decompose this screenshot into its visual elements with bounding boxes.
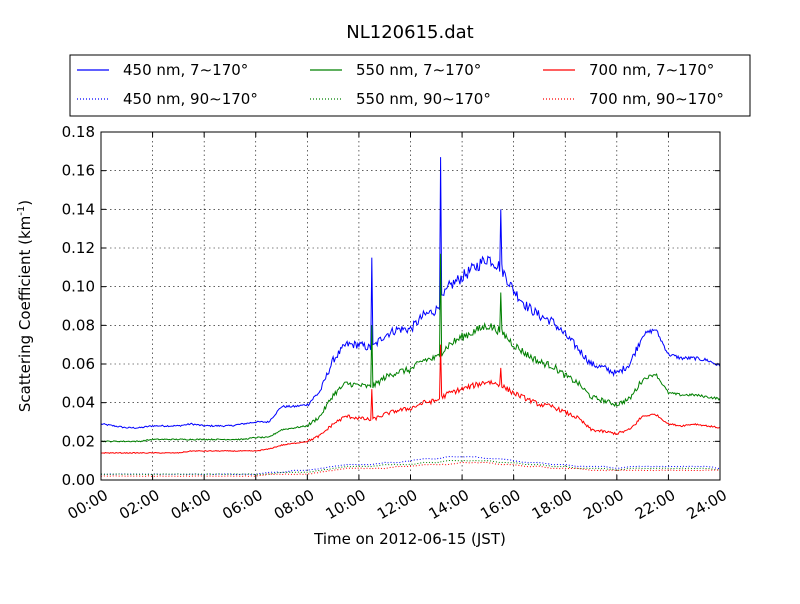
- y-tick-label: 0.04: [62, 394, 95, 412]
- y-tick-label: 0.16: [62, 162, 95, 180]
- legend-box: [69, 54, 751, 117]
- x-axis-label: Time on 2012-06-15 (JST): [313, 530, 506, 548]
- y-tick-label: 0.18: [62, 123, 95, 141]
- series-lines: [100, 157, 721, 477]
- legend-label-1: 450 nm, 7∼170°: [123, 61, 248, 79]
- legend: 450 nm, 7∼170° 550 nm, 7∼170° 700 nm, 7∼17…: [69, 54, 751, 117]
- y-axis-label-exponent: -1: [16, 206, 27, 216]
- y-axis-label-suffix: ): [16, 200, 34, 206]
- y-tick-label: 0.00: [62, 471, 95, 489]
- y-tick-label: 0.10: [62, 278, 95, 296]
- y-axis-label: Scattering Coefficient (km-1): [16, 200, 34, 412]
- y-axis-label-main: Scattering Coefficient (km: [16, 216, 34, 412]
- series-line-1: [100, 157, 721, 429]
- y-tick-label: 0.12: [62, 239, 95, 257]
- legend-label-2: 450 nm, 90∼170°: [123, 90, 258, 108]
- legend-label-3: 550 nm, 7∼170°: [356, 61, 481, 79]
- y-tick-label: 0.08: [62, 316, 95, 334]
- y-tick-label: 0.14: [62, 200, 95, 218]
- legend-label-4: 550 nm, 90∼170°: [356, 90, 491, 108]
- chart-title: NL120615.dat: [346, 22, 473, 43]
- series-line-5: [100, 344, 721, 454]
- series-line-3: [100, 253, 721, 443]
- series-line-4: [100, 459, 721, 476]
- legend-label-5: 700 nm, 7∼170°: [589, 61, 714, 79]
- y-tick-label: 0.02: [62, 432, 95, 450]
- y-tick-label: 0.06: [62, 355, 95, 373]
- legend-label-6: 700 nm, 90∼170°: [589, 90, 724, 108]
